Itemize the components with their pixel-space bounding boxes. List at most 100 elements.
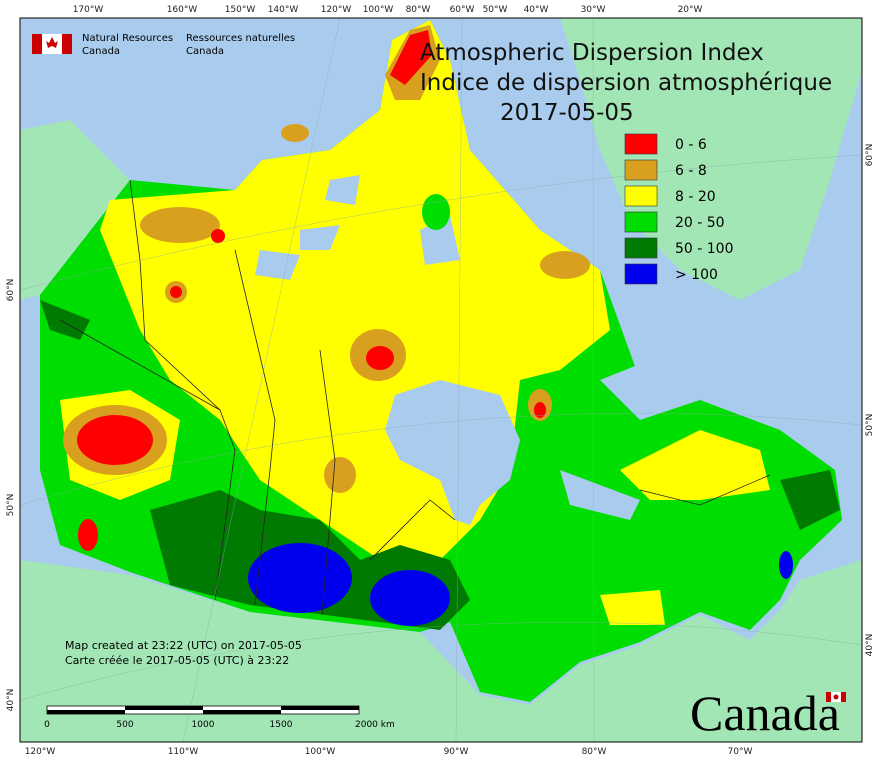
lon-label-top: 20°W	[678, 5, 703, 15]
lon-label-top: 80°W	[406, 5, 431, 15]
usa	[20, 560, 862, 742]
lon-label-top: 160°W	[167, 5, 198, 15]
lon-label-top: 120°W	[321, 5, 352, 15]
graticule-labels: 170°W 160°W 150°W 140°W 120°W 100°W 80°W 60°W 50…	[6, 5, 875, 757]
scale-label: 1000	[192, 720, 215, 730]
flag-band	[841, 692, 846, 702]
land-over-100	[370, 570, 450, 626]
border	[319, 349, 336, 616]
legend-label: 8 - 20	[675, 189, 716, 205]
title-fr: Indice de dispersion atmosphérique	[420, 70, 832, 96]
gulf-water	[560, 360, 700, 520]
lon-label-top: 150°W	[225, 5, 256, 15]
legend-label: 50 - 100	[675, 241, 734, 257]
lat-label-left: 60°N	[6, 279, 16, 302]
scale-label: 0	[44, 720, 50, 730]
legend-swatch	[624, 159, 658, 181]
graticule-line	[182, 17, 341, 743]
legend-swatch	[624, 185, 658, 207]
greenland	[560, 18, 862, 300]
lon-label-top: 50°W	[483, 5, 508, 15]
land-0-6	[78, 519, 98, 551]
lon-label-bottom: 70°W	[728, 747, 753, 757]
lon-label-top: 170°W	[73, 5, 104, 15]
land-0-6	[534, 402, 546, 418]
scale-bar-seg	[47, 710, 125, 714]
graticule-line	[455, 17, 463, 743]
credit-en: Map created at 23:22 (UTC) on 2017-05-05	[65, 639, 302, 652]
legend-swatch	[624, 211, 658, 233]
scale-bar-seg	[203, 710, 281, 714]
lon-label-top: 100°W	[363, 5, 394, 15]
graticule-line	[592, 17, 595, 743]
land-6-8	[540, 251, 590, 279]
lon-label-top: 30°W	[581, 5, 606, 15]
lon-label-bottom: 80°W	[582, 747, 607, 757]
agency-fr: Ressources naturelles	[186, 33, 295, 44]
title-date: 2017-05-05	[500, 100, 634, 126]
lon-label-top: 60°W	[450, 5, 475, 15]
hudson-bay	[385, 380, 520, 525]
land-over-100	[248, 543, 352, 613]
scale-label: 1500	[270, 720, 293, 730]
legend-label: 6 - 8	[675, 163, 707, 179]
lon-label-bottom: 100°W	[305, 747, 336, 757]
legend-swatch	[624, 263, 658, 285]
land-0-6	[77, 415, 153, 465]
flag-leaf	[833, 694, 839, 700]
graticule-line	[19, 412, 863, 506]
land-20-50	[422, 194, 450, 230]
graticule-line	[19, 621, 863, 701]
credit-fr: Carte créée le 2017-05-05 (UTC) à 23:22	[65, 654, 289, 667]
scale-bar-seg	[125, 706, 203, 710]
land-8-20	[620, 430, 770, 500]
legend-swatch	[624, 237, 658, 259]
title-en: Atmospheric Dispersion Index	[420, 40, 764, 66]
lat-label-right: 60°N	[865, 144, 875, 167]
land-0-6	[366, 346, 394, 370]
lat-label-right: 50°N	[865, 414, 875, 437]
legend-label: 0 - 6	[675, 137, 707, 153]
lat-label-left: 50°N	[6, 494, 16, 517]
legend-label: 20 - 50	[675, 215, 725, 231]
canada-wordmark: Canada	[690, 685, 840, 741]
country-en: Canada	[82, 46, 120, 57]
legend: 0 - 6 6 - 8 8 - 20 20 - 50 50 - 100 > 100	[624, 133, 734, 285]
border	[129, 179, 236, 601]
land-50-100	[780, 470, 840, 530]
lat-label-right: 40°N	[865, 634, 875, 657]
land-6-8	[324, 457, 356, 493]
lat-label-left: 40°N	[6, 689, 16, 712]
flag-band	[62, 34, 72, 54]
land-8-20	[600, 590, 665, 625]
legend-label: > 100	[675, 267, 718, 283]
alaska	[20, 120, 130, 300]
lon-label-bottom: 110°W	[168, 747, 199, 757]
legend-swatch	[624, 133, 658, 155]
land-0-6	[211, 229, 225, 243]
scale-bar-seg	[281, 706, 359, 710]
wordmark: Canada	[690, 685, 846, 741]
flag-leaf	[46, 37, 58, 48]
land-over-100	[779, 551, 793, 579]
scale-label: 500	[116, 720, 133, 730]
border	[59, 319, 221, 411]
lon-label-bottom: 90°W	[444, 747, 469, 757]
lon-label-bottom: 120°W	[25, 747, 56, 757]
country-fr: Canada	[186, 46, 224, 57]
land-0-6	[170, 286, 182, 298]
frame-border	[19, 17, 863, 743]
flag-band	[32, 34, 42, 54]
land-6-8	[140, 207, 220, 243]
land-0-6	[390, 30, 432, 85]
border	[639, 474, 771, 506]
agency-en: Natural Resources	[82, 33, 173, 44]
flag-band	[826, 692, 831, 702]
scale-bar: 0 500 1000 1500 2000 km	[44, 705, 395, 730]
graticule-lines	[19, 17, 863, 743]
graticule-line	[19, 154, 863, 291]
signature: Natural Resources Canada Ressources natu…	[32, 33, 295, 57]
arctic-channel	[255, 175, 460, 280]
lon-label-top: 40°W	[524, 5, 549, 15]
